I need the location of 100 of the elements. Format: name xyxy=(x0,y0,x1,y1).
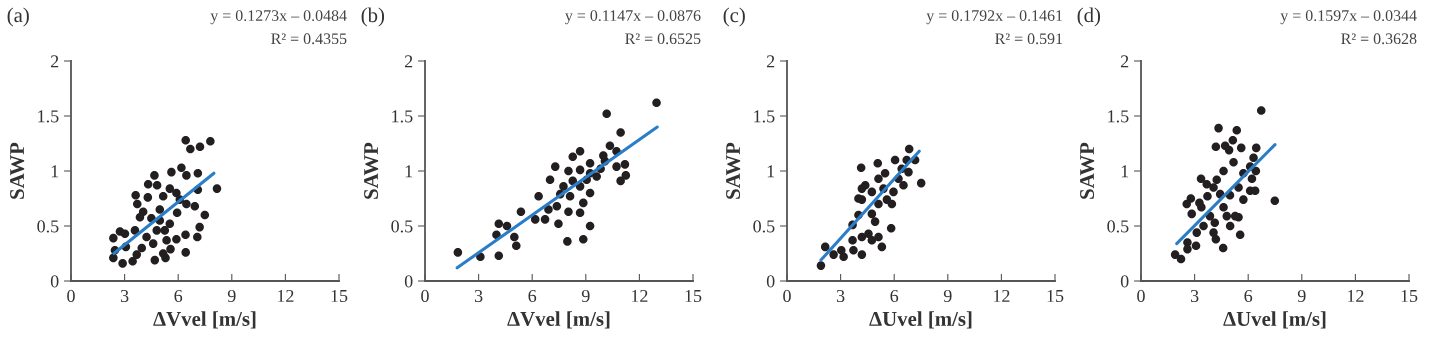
point xyxy=(181,248,190,257)
point xyxy=(621,171,631,180)
point xyxy=(182,199,191,209)
point xyxy=(873,159,883,168)
y-tick-label: 0 xyxy=(1120,275,1129,288)
y-tick-label: 1 xyxy=(51,165,59,178)
point xyxy=(620,160,630,169)
point xyxy=(874,174,883,183)
point xyxy=(1224,145,1234,155)
point xyxy=(563,237,572,246)
point xyxy=(599,151,608,160)
x-tick-label: 9 xyxy=(943,289,952,303)
point xyxy=(545,175,555,185)
point xyxy=(1203,192,1212,201)
x-tick-label: 9 xyxy=(227,289,236,303)
point xyxy=(867,209,877,219)
point xyxy=(166,244,175,254)
point xyxy=(854,194,863,203)
point xyxy=(544,205,553,214)
point xyxy=(585,159,595,168)
point xyxy=(612,162,621,171)
x-tick-label: 6 xyxy=(1244,289,1253,303)
point xyxy=(534,192,543,201)
x-tick-label: 3 xyxy=(836,289,845,303)
x-tick-label: 15 xyxy=(1047,289,1064,303)
point xyxy=(1225,221,1235,231)
point xyxy=(1222,211,1232,221)
y-tick-label: 1.5 xyxy=(38,110,59,123)
point xyxy=(160,226,170,235)
point xyxy=(152,181,162,190)
point xyxy=(874,199,883,209)
point xyxy=(887,199,897,209)
y-tick-label: 0.5 xyxy=(1107,220,1129,233)
point xyxy=(132,250,142,259)
y-axis-title: SAWP xyxy=(10,142,25,199)
x-axis-title: ΔUvel [m/s] xyxy=(869,311,972,329)
point xyxy=(816,261,826,270)
point xyxy=(165,219,175,229)
point xyxy=(162,236,171,245)
x-tick-label: 0 xyxy=(1137,289,1145,303)
point xyxy=(143,193,153,202)
point xyxy=(150,171,159,180)
point xyxy=(1209,183,1218,192)
x-tick-label: 6 xyxy=(528,289,537,303)
x-tick-label: 12 xyxy=(1347,289,1364,302)
point xyxy=(150,255,160,265)
text: y = 0.1273x – 0.0484 xyxy=(210,10,347,25)
point xyxy=(155,205,165,214)
point xyxy=(1236,143,1246,153)
y-tick-label: 0.5 xyxy=(37,220,59,233)
point xyxy=(616,176,625,186)
point xyxy=(1210,218,1220,227)
x-tick-label: 6 xyxy=(174,289,183,303)
point xyxy=(899,181,908,190)
x-tick-label: 0 xyxy=(783,289,791,303)
point xyxy=(820,242,830,252)
y-tick-label: 2 xyxy=(766,55,775,68)
point xyxy=(564,207,573,216)
point xyxy=(193,168,203,178)
point xyxy=(886,223,896,233)
point xyxy=(1235,230,1245,240)
y-tick-label: 1 xyxy=(1121,165,1129,178)
point xyxy=(916,178,926,188)
chart-title: (d) xyxy=(1077,7,1101,27)
point xyxy=(135,212,145,222)
point xyxy=(109,253,118,263)
point xyxy=(1202,179,1212,189)
x-tick-label: 0 xyxy=(421,289,429,303)
chart-title: (c) xyxy=(723,7,745,27)
point xyxy=(494,219,504,229)
text: R² = 0.3628 xyxy=(1341,33,1417,45)
y-tick-label: 0.5 xyxy=(753,220,775,233)
chart-title: (b) xyxy=(361,7,385,27)
point xyxy=(172,188,181,198)
y-tick-label: 0.5 xyxy=(391,220,413,233)
point xyxy=(829,250,838,259)
point xyxy=(1197,203,1206,212)
y-tick-label: 1.5 xyxy=(392,110,413,123)
text: R² = 0.591 xyxy=(995,33,1063,45)
point xyxy=(1196,174,1206,183)
point xyxy=(857,250,867,259)
x-tick-label: 12 xyxy=(277,289,294,302)
point xyxy=(568,152,578,161)
point xyxy=(1251,143,1261,153)
point xyxy=(605,141,615,150)
point xyxy=(1211,142,1221,152)
point xyxy=(161,253,170,263)
point xyxy=(1186,194,1196,203)
point xyxy=(652,98,661,108)
point xyxy=(550,162,560,171)
point xyxy=(1219,203,1228,212)
point xyxy=(137,243,147,253)
point xyxy=(616,128,625,137)
point xyxy=(874,232,883,242)
point xyxy=(554,219,563,229)
point xyxy=(1239,195,1248,204)
point xyxy=(1212,175,1222,185)
text: y = 0.1147x – 0.0876 xyxy=(565,10,701,25)
point xyxy=(142,232,151,242)
point xyxy=(890,155,900,165)
